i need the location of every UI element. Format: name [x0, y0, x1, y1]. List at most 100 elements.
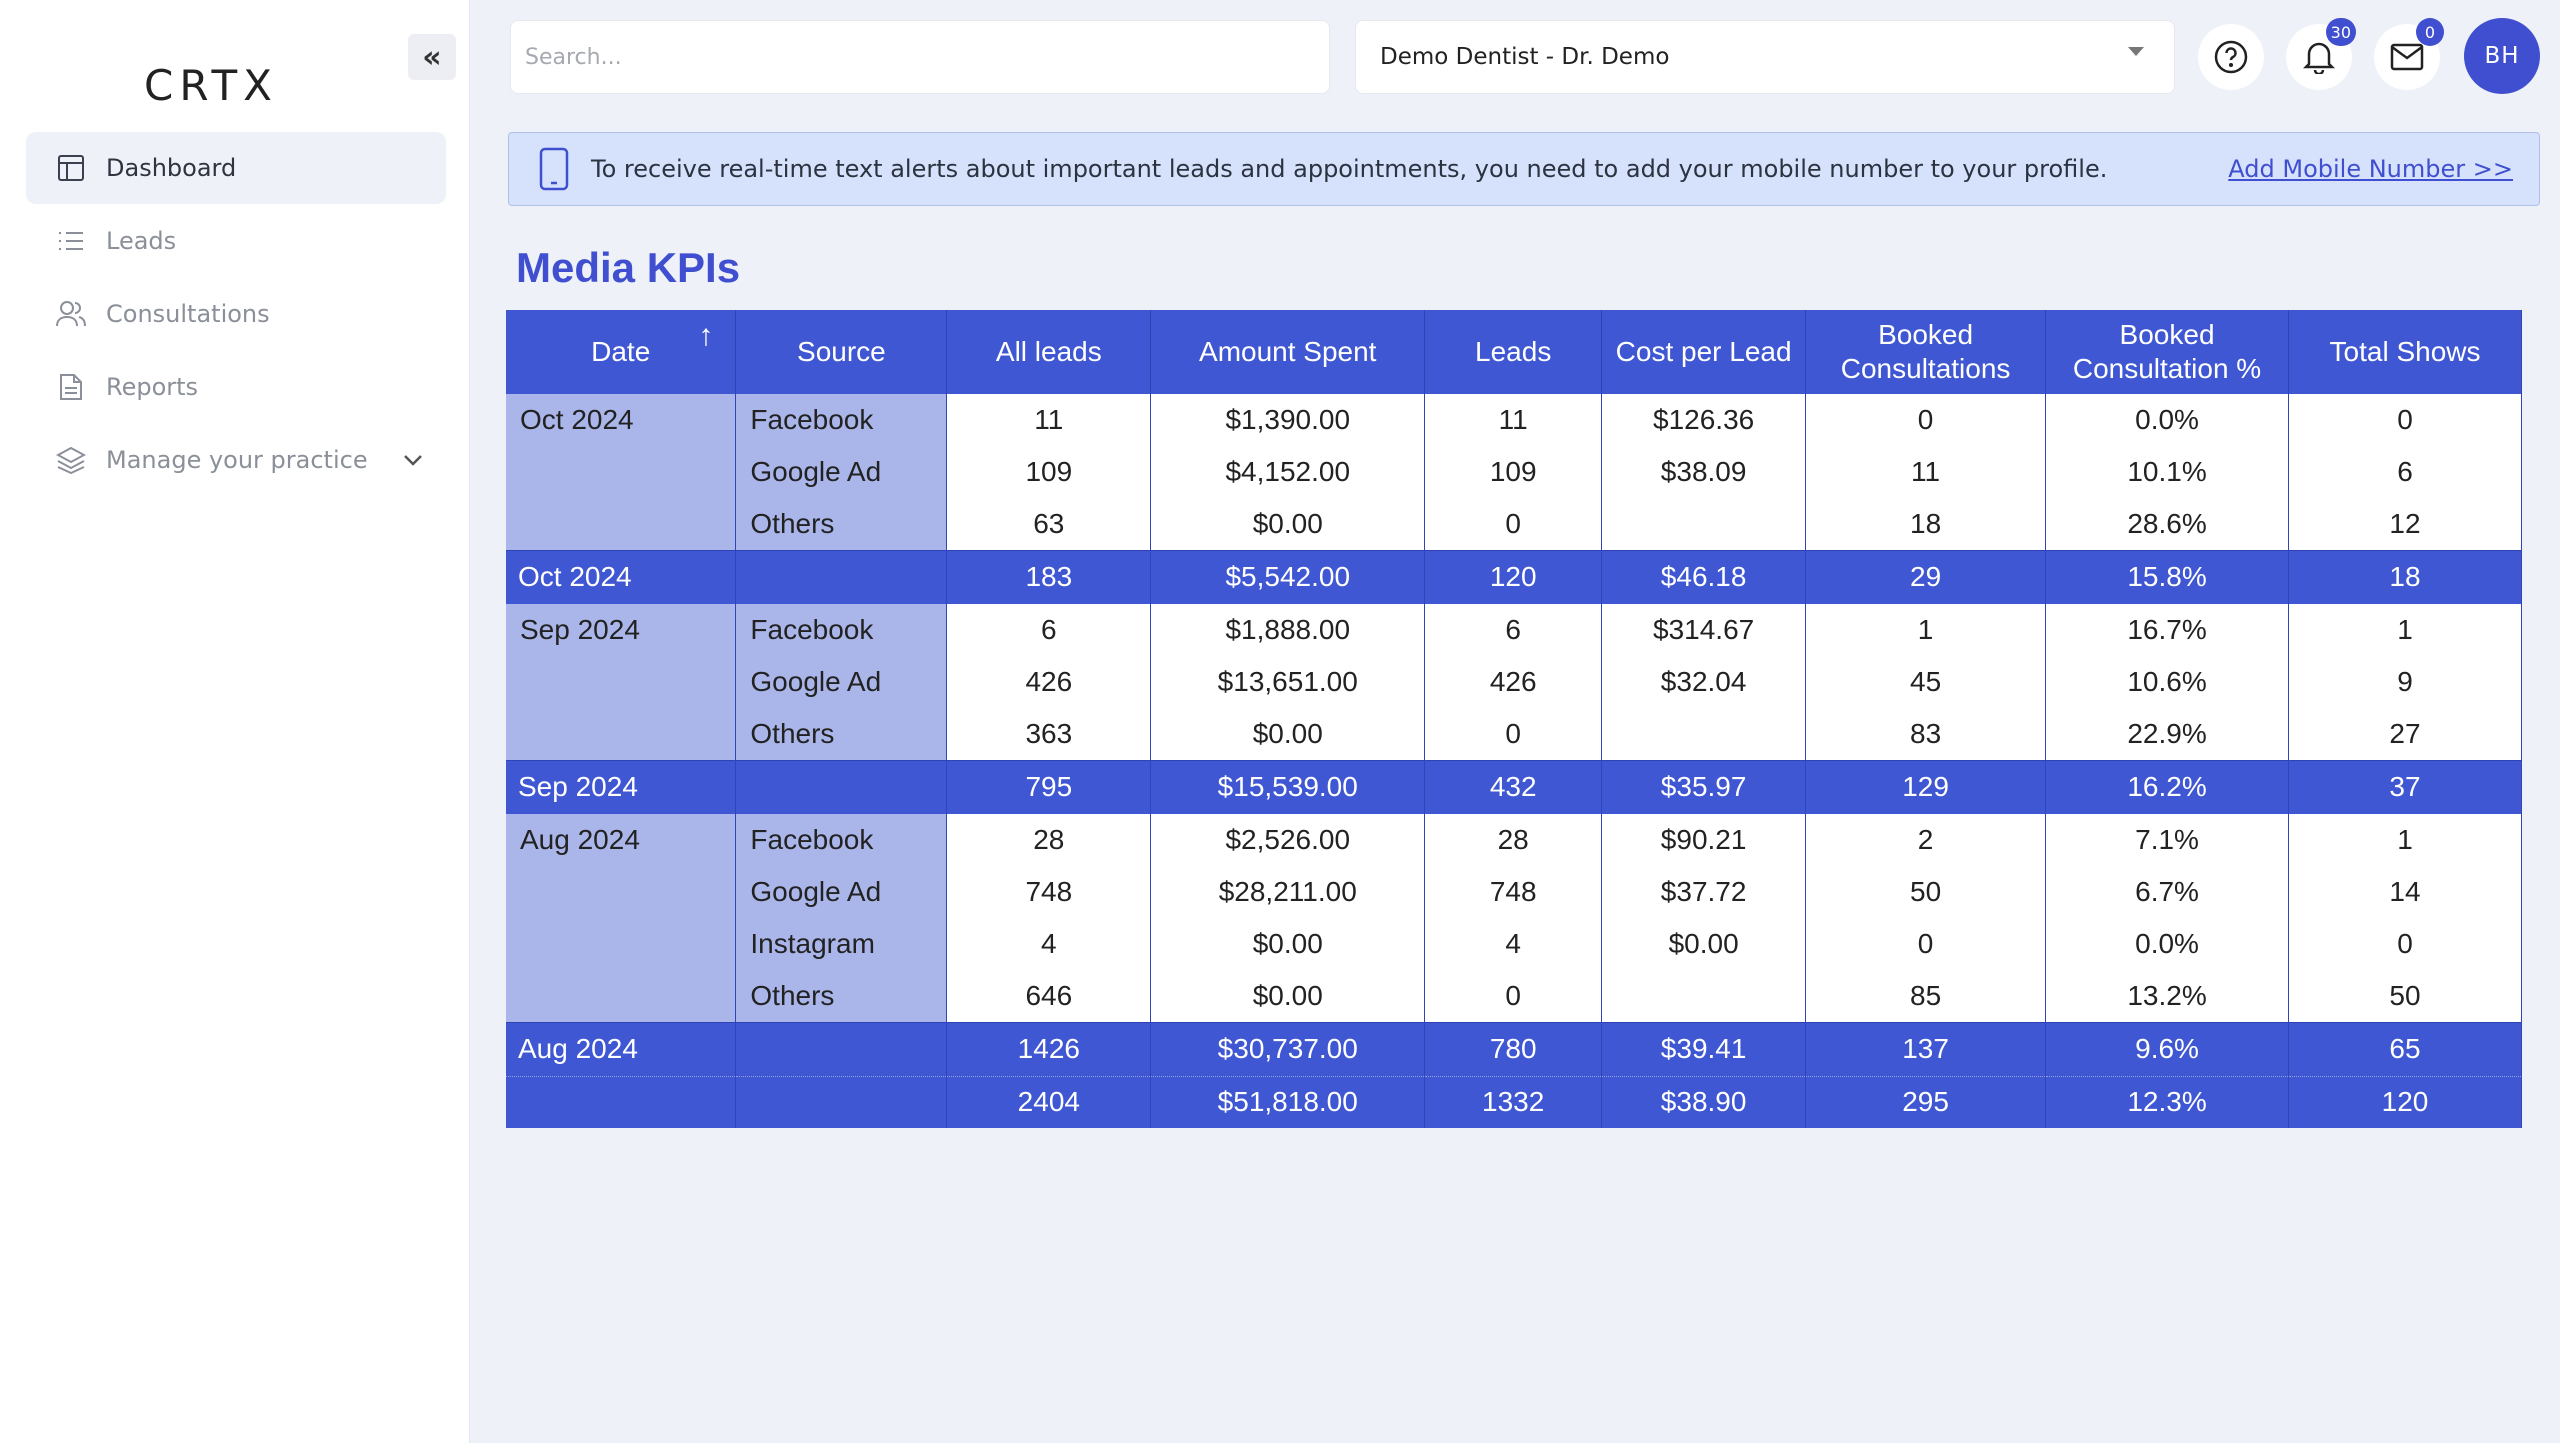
month-summary-row: Sep 2024 795 $15,539.00 432 $35.97 129 16.2% 37: [506, 759, 2522, 814]
cell-cpl: $39.41: [1601, 1021, 1807, 1076]
crtx-logo: CRTX: [144, 66, 272, 106]
month-summary-row: Aug 2024 1426 $30,737.00 780 $39.41 137 9.6% 65: [506, 1021, 2522, 1076]
cell-cpl: [1601, 708, 1807, 760]
mail-icon: [2390, 43, 2424, 71]
sidebar-item-manage-practice[interactable]: Manage your practice: [26, 424, 446, 496]
cell-shows: 1: [2288, 814, 2522, 866]
cell-leads: 0: [1424, 498, 1603, 550]
cell-amount: $28,211.00: [1150, 866, 1426, 918]
cell-booked: 0: [1805, 918, 2047, 970]
cell-cpl: $38.90: [1601, 1075, 1807, 1128]
help-button[interactable]: [2198, 24, 2264, 90]
cell-booked: 11: [1805, 446, 2047, 498]
messages-button[interactable]: 0: [2374, 18, 2444, 90]
add-mobile-number-link[interactable]: Add Mobile Number >>: [2228, 155, 2513, 183]
column-header-cost-per-lead[interactable]: Cost per Lead: [1601, 310, 1807, 394]
cell-cpl: $314.67: [1601, 604, 1807, 656]
practice-select-value: Demo Dentist - Dr. Demo: [1380, 44, 1670, 70]
cell-cpl: $90.21: [1601, 814, 1807, 866]
date-cell: Oct 2024: [506, 549, 737, 604]
cell-shows: 6: [2288, 446, 2522, 498]
date-cell: Aug 2024: [506, 814, 737, 1022]
sidebar-item-dashboard[interactable]: Dashboard: [26, 132, 446, 204]
table-row: Oct 2024 Facebook 11 $1,390.00 11 $126.36 0 0.0…: [506, 394, 2522, 550]
cell-booked: 1: [1805, 604, 2047, 656]
cell-leads: 120: [1424, 549, 1603, 604]
source-cell: [735, 759, 948, 814]
table-header-row: Date ↑ Source All leads Amount Spent Lead…: [506, 310, 2522, 394]
date-cell: Aug 2024: [506, 1021, 737, 1076]
column-header-all-leads[interactable]: All leads: [946, 310, 1152, 394]
chevron-down-icon[interactable]: [400, 447, 426, 473]
alert-text: To receive real-time text alerts about i…: [591, 155, 2108, 183]
cell-cpl: $0.00: [1601, 918, 1807, 970]
cell-leads: 0: [1424, 970, 1603, 1022]
cell-amount: $2,526.00: [1150, 814, 1426, 866]
cell-all-leads: 426: [946, 656, 1152, 708]
cell-pct: 22.9%: [2045, 708, 2290, 760]
caret-down-icon: [2128, 47, 2144, 56]
table-row: Instagram 4 $0.00 4 $0.00 0 0.0% 0: [506, 918, 2522, 970]
column-header-date[interactable]: Date ↑: [506, 310, 737, 394]
cell-all-leads: 6: [946, 604, 1152, 656]
collapse-sidebar-button[interactable]: «: [408, 34, 456, 80]
cell-leads: 780: [1424, 1021, 1603, 1076]
cell-shows: 9: [2288, 656, 2522, 708]
cell-shows: 18: [2288, 549, 2522, 604]
cell-pct: 16.7%: [2045, 604, 2290, 656]
cell-pct: 10.1%: [2045, 446, 2290, 498]
cell-pct: 0.0%: [2045, 394, 2290, 446]
cell-pct: 6.7%: [2045, 866, 2290, 918]
media-kpis-table: Date ↑ Source All leads Amount Spent Lead…: [506, 310, 2522, 1128]
cell-leads: 28: [1424, 814, 1603, 866]
notifications-button[interactable]: 30: [2286, 18, 2356, 90]
cell-shows: 1: [2288, 604, 2522, 656]
cell-all-leads: 2404: [946, 1075, 1152, 1128]
cell-cpl: [1601, 970, 1807, 1022]
cell-cpl: [1601, 498, 1807, 550]
cell-amount: $1,390.00: [1150, 394, 1426, 446]
cell-amount: $1,888.00: [1150, 604, 1426, 656]
date-cell: Sep 2024: [506, 759, 737, 814]
cell-all-leads: 183: [946, 549, 1152, 604]
grand-total-row: 2404 $51,818.00 1332 $38.90 295 12.3% 120: [506, 1075, 2522, 1128]
avatar[interactable]: BH: [2464, 18, 2540, 94]
sidebar-item-label: Reports: [106, 373, 199, 401]
column-header-amount-spent[interactable]: Amount Spent: [1150, 310, 1426, 394]
cell-amount: $0.00: [1150, 970, 1426, 1022]
messages-badge: 0: [2416, 18, 2444, 46]
cell-pct: 7.1%: [2045, 814, 2290, 866]
cell-booked: 2: [1805, 814, 2047, 866]
cell-shows: 0: [2288, 918, 2522, 970]
source-cell: Others: [735, 970, 948, 1022]
cell-booked: 0: [1805, 394, 2047, 446]
cell-cpl: $38.09: [1601, 446, 1807, 498]
sidebar-item-label: Dashboard: [106, 154, 237, 182]
source-cell: [735, 549, 948, 604]
cell-amount: $4,152.00: [1150, 446, 1426, 498]
cell-all-leads: 63: [946, 498, 1152, 550]
users-icon: [56, 299, 86, 329]
mobile-alert-banner: To receive real-time text alerts about i…: [508, 132, 2540, 206]
column-header-booked-consultations[interactable]: Booked Consultations: [1805, 310, 2047, 394]
source-cell: Google Ad: [735, 866, 948, 918]
cell-amount: $51,818.00: [1150, 1075, 1426, 1128]
sidebar-item-leads[interactable]: Leads: [26, 205, 446, 277]
cell-cpl: $46.18: [1601, 549, 1807, 604]
sidebar-item-consultations[interactable]: Consultations: [26, 278, 446, 350]
column-header-source[interactable]: Source: [735, 310, 948, 394]
table-row: Others 363 $0.00 0 83 22.9% 27: [506, 708, 2522, 760]
column-header-leads[interactable]: Leads: [1424, 310, 1603, 394]
column-header-total-shows[interactable]: Total Shows: [2288, 310, 2522, 394]
cell-cpl: $32.04: [1601, 656, 1807, 708]
cell-amount: $0.00: [1150, 708, 1426, 760]
list-icon: [56, 226, 86, 256]
practice-select[interactable]: Demo Dentist - Dr. Demo: [1355, 20, 2175, 94]
cell-amount: $15,539.00: [1150, 759, 1426, 814]
sidebar: CRTX « Dashboard Leads Consultations: [0, 0, 470, 1443]
sort-ascending-icon[interactable]: ↑: [698, 319, 714, 352]
column-header-booked-consultation-pct[interactable]: Booked Consultation %: [2045, 310, 2290, 394]
sidebar-item-reports[interactable]: Reports: [26, 351, 446, 423]
search-input[interactable]: [510, 20, 1330, 94]
dashboard-icon: [56, 153, 86, 183]
